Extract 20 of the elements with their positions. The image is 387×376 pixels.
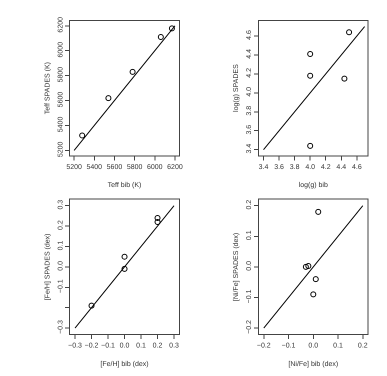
point bbox=[302, 264, 309, 270]
point bbox=[154, 214, 161, 221]
point bbox=[105, 95, 112, 102]
point bbox=[158, 34, 164, 40]
point bbox=[341, 76, 348, 82]
point bbox=[346, 29, 352, 36]
point bbox=[307, 72, 314, 79]
point bbox=[88, 302, 95, 309]
point bbox=[312, 276, 319, 282]
point bbox=[154, 219, 161, 226]
point bbox=[122, 254, 128, 260]
point bbox=[122, 266, 128, 272]
point bbox=[307, 142, 314, 149]
point bbox=[79, 132, 86, 138]
point bbox=[168, 25, 175, 32]
point bbox=[315, 208, 322, 215]
point bbox=[310, 291, 316, 298]
point bbox=[305, 262, 312, 269]
point bbox=[130, 68, 136, 75]
point bbox=[307, 51, 314, 58]
